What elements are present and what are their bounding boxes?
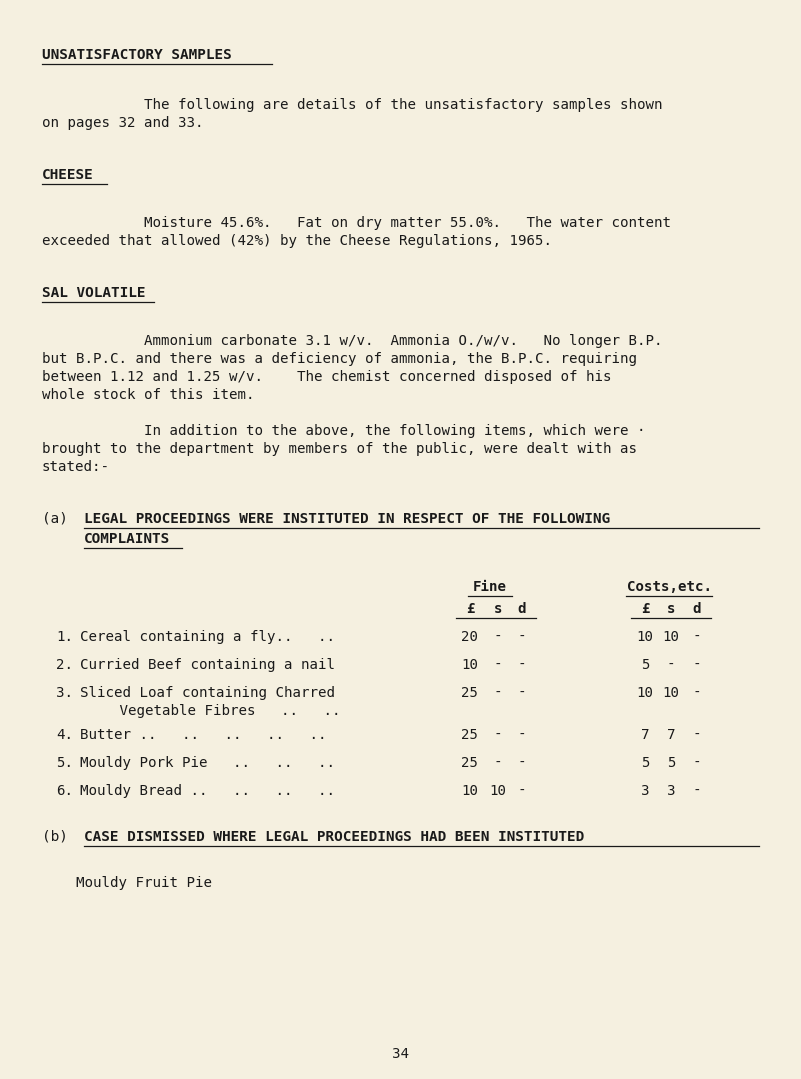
Text: -: - bbox=[493, 630, 502, 644]
Text: brought to the department by members of the public, were dealt with as: brought to the department by members of … bbox=[42, 442, 637, 456]
Text: between 1.12 and 1.25 w/v.    The chemist concerned disposed of his: between 1.12 and 1.25 w/v. The chemist c… bbox=[42, 370, 611, 384]
Text: The following are details of the unsatisfactory samples shown: The following are details of the unsatis… bbox=[42, 98, 662, 112]
Text: 7: 7 bbox=[666, 728, 675, 742]
Text: 10: 10 bbox=[662, 630, 679, 644]
Text: £: £ bbox=[641, 602, 650, 616]
Text: 10: 10 bbox=[461, 658, 478, 672]
Text: -: - bbox=[517, 784, 526, 798]
Text: Fine: Fine bbox=[473, 581, 507, 595]
Text: 20: 20 bbox=[461, 630, 478, 644]
Text: SAL VOLATILE: SAL VOLATILE bbox=[42, 286, 146, 300]
Text: LEGAL PROCEEDINGS WERE INSTITUTED IN RESPECT OF THE FOLLOWING: LEGAL PROCEEDINGS WERE INSTITUTED IN RES… bbox=[84, 513, 610, 525]
Text: 25: 25 bbox=[461, 728, 478, 742]
Text: -: - bbox=[693, 686, 701, 700]
Text: s: s bbox=[666, 602, 675, 616]
Text: CASE DISMISSED WHERE LEGAL PROCEEDINGS HAD BEEN INSTITUTED: CASE DISMISSED WHERE LEGAL PROCEEDINGS H… bbox=[84, 830, 584, 844]
Text: Moisture 45.6%.   Fat on dry matter 55.0%.   The water content: Moisture 45.6%. Fat on dry matter 55.0%.… bbox=[42, 216, 671, 230]
Text: 5: 5 bbox=[641, 658, 650, 672]
Text: 10: 10 bbox=[489, 784, 506, 798]
Text: 2.: 2. bbox=[56, 658, 73, 672]
Text: 3.: 3. bbox=[56, 686, 73, 700]
Text: s: s bbox=[493, 602, 502, 616]
Text: exceeded that allowed (42%) by the Cheese Regulations, 1965.: exceeded that allowed (42%) by the Chees… bbox=[42, 234, 552, 248]
Text: Cereal containing a fly..   ..: Cereal containing a fly.. .. bbox=[80, 630, 335, 644]
Text: -: - bbox=[693, 784, 701, 798]
Text: Curried Beef containing a nail: Curried Beef containing a nail bbox=[80, 658, 335, 672]
Text: -: - bbox=[517, 756, 526, 770]
Text: Mouldy Fruit Pie: Mouldy Fruit Pie bbox=[42, 876, 212, 890]
Text: Mouldy Bread ..   ..   ..   ..: Mouldy Bread .. .. .. .. bbox=[80, 784, 335, 798]
Text: -: - bbox=[517, 630, 526, 644]
Text: 25: 25 bbox=[461, 686, 478, 700]
Text: -: - bbox=[493, 756, 502, 770]
Text: 5.: 5. bbox=[56, 756, 73, 770]
Text: Costs,etc.: Costs,etc. bbox=[627, 581, 713, 595]
Text: 25: 25 bbox=[461, 756, 478, 770]
Text: CHEESE: CHEESE bbox=[42, 168, 94, 182]
Text: 3: 3 bbox=[641, 784, 650, 798]
Text: -: - bbox=[517, 686, 526, 700]
Text: 10: 10 bbox=[637, 630, 654, 644]
Text: -: - bbox=[517, 728, 526, 742]
Text: 5: 5 bbox=[641, 756, 650, 770]
Text: 6.: 6. bbox=[56, 784, 73, 798]
Text: Butter ..   ..   ..   ..   ..: Butter .. .. .. .. .. bbox=[80, 728, 327, 742]
Text: Vegetable Fibres   ..   ..: Vegetable Fibres .. .. bbox=[94, 704, 340, 718]
Text: on pages 32 and 33.: on pages 32 and 33. bbox=[42, 117, 203, 129]
Text: 7: 7 bbox=[641, 728, 650, 742]
Text: whole stock of this item.: whole stock of this item. bbox=[42, 388, 255, 402]
Text: 5: 5 bbox=[666, 756, 675, 770]
Text: 1.: 1. bbox=[56, 630, 73, 644]
Text: -: - bbox=[693, 630, 701, 644]
Text: d: d bbox=[517, 602, 526, 616]
Text: -: - bbox=[493, 728, 502, 742]
Text: Sliced Loaf containing Charred: Sliced Loaf containing Charred bbox=[80, 686, 335, 700]
Text: 34: 34 bbox=[392, 1047, 409, 1061]
Text: -: - bbox=[693, 728, 701, 742]
Text: d: d bbox=[693, 602, 701, 616]
Text: (b): (b) bbox=[42, 830, 68, 844]
Text: COMPLAINTS: COMPLAINTS bbox=[84, 532, 171, 546]
Text: UNSATISFACTORY SAMPLES: UNSATISFACTORY SAMPLES bbox=[42, 47, 231, 62]
Text: Mouldy Pork Pie   ..   ..   ..: Mouldy Pork Pie .. .. .. bbox=[80, 756, 335, 770]
Text: £: £ bbox=[465, 602, 474, 616]
Text: stated:-: stated:- bbox=[42, 460, 110, 474]
Text: -: - bbox=[517, 658, 526, 672]
Text: -: - bbox=[693, 658, 701, 672]
Text: Ammonium carbonate 3.1 w/v.  Ammonia O./w/v.   No longer B.P.: Ammonium carbonate 3.1 w/v. Ammonia O./w… bbox=[42, 334, 662, 349]
Text: -: - bbox=[693, 756, 701, 770]
Text: 4.: 4. bbox=[56, 728, 73, 742]
Text: 10: 10 bbox=[461, 784, 478, 798]
Text: 10: 10 bbox=[637, 686, 654, 700]
Text: In addition to the above, the following items, which were ·: In addition to the above, the following … bbox=[42, 424, 646, 438]
Text: 10: 10 bbox=[662, 686, 679, 700]
Text: but B.P.C. and there was a deficiency of ammonia, the B.P.C. requiring: but B.P.C. and there was a deficiency of… bbox=[42, 352, 637, 366]
Text: -: - bbox=[493, 658, 502, 672]
Text: (a): (a) bbox=[42, 513, 68, 525]
Text: -: - bbox=[666, 658, 675, 672]
Text: -: - bbox=[493, 686, 502, 700]
Text: 3: 3 bbox=[666, 784, 675, 798]
